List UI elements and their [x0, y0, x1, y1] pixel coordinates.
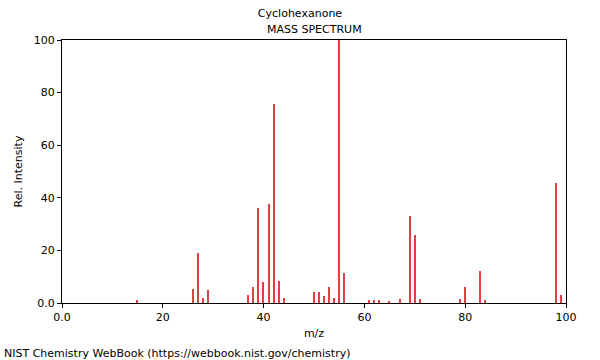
svg-text:0.0: 0.0: [53, 311, 71, 324]
svg-text:20: 20: [156, 311, 170, 324]
svg-text:80: 80: [41, 86, 55, 99]
svg-text:Cyclohexanone: Cyclohexanone: [258, 7, 342, 20]
svg-text:80: 80: [458, 311, 472, 324]
svg-text:100: 100: [34, 34, 55, 47]
svg-text:60: 60: [41, 139, 55, 152]
svg-text:100: 100: [556, 311, 577, 324]
svg-text:40: 40: [257, 311, 271, 324]
svg-text:20: 20: [41, 244, 55, 257]
svg-text:0.0: 0.0: [37, 297, 55, 310]
svg-text:m/z: m/z: [304, 327, 324, 340]
svg-text:Rel. Intensity: Rel. Intensity: [12, 135, 25, 207]
svg-text:60: 60: [357, 311, 371, 324]
svg-text:NIST Chemistry WebBook (https:: NIST Chemistry WebBook (https://webbook.…: [4, 347, 351, 360]
svg-text:MASS SPECTRUM: MASS SPECTRUM: [267, 23, 362, 36]
svg-text:40: 40: [41, 192, 55, 205]
